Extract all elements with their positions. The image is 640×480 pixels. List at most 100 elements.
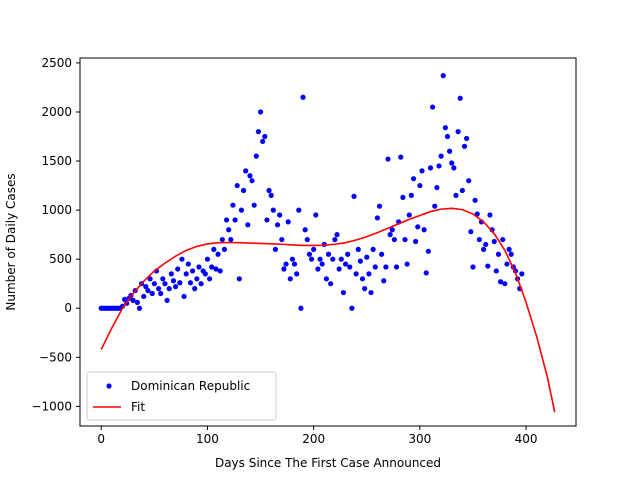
data-point — [434, 184, 440, 191]
data-point — [461, 143, 468, 149]
data-point — [249, 178, 255, 184]
data-point — [381, 278, 387, 284]
plot-area — [98, 73, 556, 413]
data-point — [500, 236, 506, 243]
data-point — [306, 251, 313, 257]
data-point — [325, 251, 332, 257]
data-point — [419, 168, 425, 174]
data-point — [370, 246, 376, 252]
data-point — [334, 232, 340, 238]
data-point — [228, 236, 234, 243]
data-point — [209, 264, 215, 270]
data-point — [340, 289, 346, 296]
data-point — [177, 280, 183, 286]
data-point — [400, 194, 406, 200]
data-point — [466, 178, 472, 184]
data-point — [432, 203, 438, 209]
data-point — [406, 212, 412, 218]
data-point — [145, 287, 151, 294]
data-point — [476, 236, 482, 243]
data-point — [223, 217, 230, 223]
data-point — [206, 276, 213, 282]
data-point — [181, 293, 187, 300]
y-tick-label: 0 — [64, 301, 72, 315]
x-axis-label: Days Since The First Case Announced — [215, 456, 441, 470]
x-tick-label: 400 — [515, 432, 538, 446]
data-point — [402, 236, 408, 243]
data-point — [215, 251, 221, 257]
data-point — [291, 261, 298, 267]
data-point — [156, 286, 162, 292]
data-point — [342, 261, 349, 267]
data-point — [449, 160, 455, 166]
data-point — [158, 290, 164, 297]
data-point — [255, 129, 262, 135]
data-point — [122, 296, 128, 303]
data-point — [508, 251, 514, 257]
legend-label: Fit — [131, 400, 145, 414]
data-point — [364, 254, 370, 260]
data-point — [468, 229, 474, 235]
y-tick-label: 2000 — [41, 105, 72, 119]
data-point — [179, 256, 185, 262]
data-point — [192, 286, 198, 292]
data-point — [376, 203, 383, 209]
legend-box — [86, 371, 277, 421]
data-point — [427, 165, 434, 171]
data-point — [251, 202, 257, 208]
data-point — [141, 293, 147, 300]
y-tick-label: 1500 — [41, 154, 72, 168]
data-point — [472, 197, 478, 203]
data-point — [393, 264, 400, 270]
data-point — [391, 236, 397, 243]
data-point — [221, 246, 228, 252]
data-point — [302, 227, 308, 233]
data-point — [493, 268, 499, 274]
data-point — [281, 266, 287, 272]
x-tick-label: 0 — [97, 432, 105, 446]
data-point — [447, 148, 453, 154]
y-axis-label: Number of Daily Cases — [4, 173, 18, 310]
data-point — [440, 73, 446, 79]
data-point — [151, 281, 157, 287]
data-point — [230, 202, 236, 208]
data-point — [168, 271, 174, 277]
data-point — [217, 268, 223, 274]
data-point — [226, 227, 232, 233]
data-point — [234, 182, 240, 189]
data-point — [389, 227, 395, 233]
data-point — [260, 138, 266, 145]
y-tick-label: −1000 — [31, 399, 72, 413]
x-tick-label: 200 — [302, 432, 325, 446]
data-point — [444, 133, 451, 140]
data-point — [415, 224, 421, 230]
data-point — [387, 232, 393, 238]
data-point — [130, 297, 136, 303]
data-point — [264, 217, 270, 223]
y-tick-label: 500 — [49, 252, 72, 266]
data-point — [408, 192, 414, 198]
data-point — [338, 256, 344, 262]
data-point — [149, 290, 155, 297]
data-point — [287, 276, 293, 282]
legend-marker-point — [106, 383, 112, 389]
data-point — [425, 248, 431, 254]
y-tick-label: 1000 — [41, 203, 72, 217]
data-point — [457, 95, 463, 101]
x-tick-label: 300 — [408, 432, 431, 446]
data-point — [336, 266, 342, 272]
axes-frame — [79, 57, 577, 427]
data-point — [410, 176, 417, 182]
data-point — [136, 305, 143, 311]
data-point — [240, 187, 247, 194]
data-point — [166, 286, 172, 292]
data-point — [330, 256, 336, 262]
data-point — [279, 236, 285, 243]
legend: Dominican Republic Fit — [86, 371, 277, 421]
data-point — [262, 133, 268, 140]
data-point — [268, 192, 274, 198]
data-point — [506, 246, 512, 252]
data-point — [491, 238, 497, 245]
data-point — [170, 278, 177, 284]
